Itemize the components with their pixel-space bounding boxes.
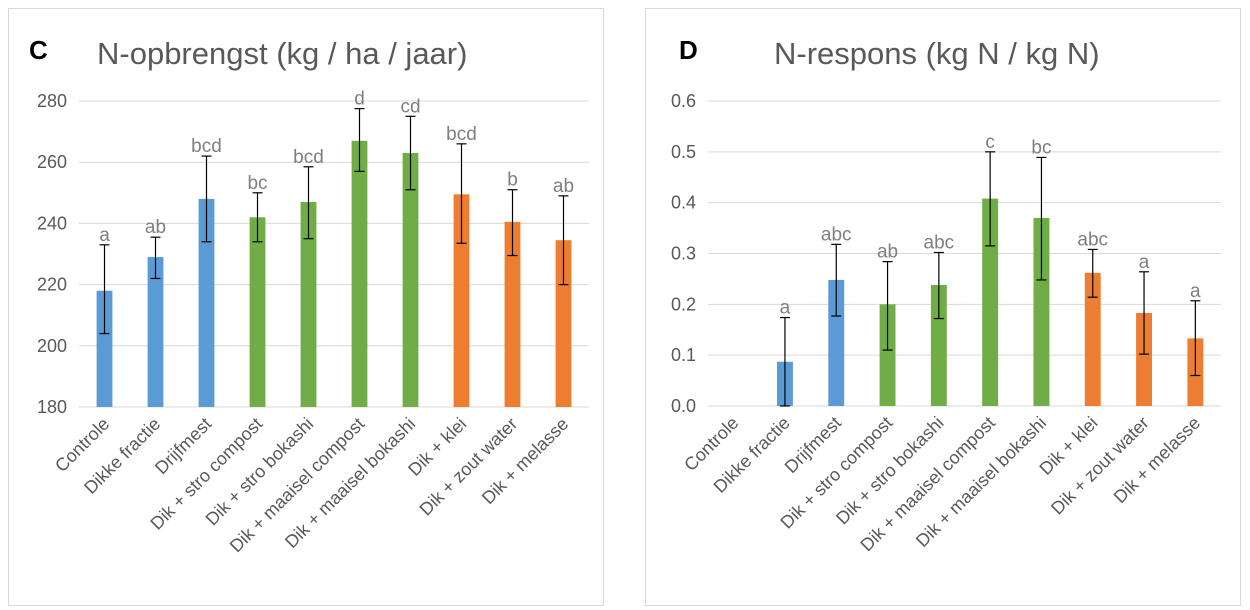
- y-tick-label: 0.2: [671, 294, 696, 314]
- bar: [1084, 272, 1101, 406]
- significance-label: ab: [877, 242, 898, 263]
- panel-label: C: [29, 35, 48, 65]
- bar: [828, 279, 845, 406]
- significance-label: c: [985, 132, 995, 153]
- y-tick-label: 180: [37, 397, 67, 417]
- y-tick-label: 0.0: [671, 396, 696, 416]
- y-tick-label: 0.3: [671, 244, 696, 264]
- y-tick-label: 260: [37, 152, 67, 172]
- bar: [879, 304, 896, 406]
- significance-label: ab: [553, 176, 574, 197]
- significance-label: a: [780, 298, 791, 319]
- y-tick-label: 200: [37, 336, 67, 356]
- significance-label: abc: [821, 224, 852, 245]
- y-tick-label: 220: [37, 275, 67, 295]
- significance-label: abc: [924, 232, 955, 253]
- y-tick-label: 0.5: [671, 142, 696, 162]
- significance-label: abc: [1077, 229, 1108, 250]
- significance-label: d: [354, 89, 365, 110]
- bar: [351, 140, 368, 407]
- significance-label: a: [1139, 252, 1150, 273]
- bar: [930, 285, 947, 406]
- significance-label: bc: [1031, 137, 1051, 158]
- bar: [1033, 217, 1050, 406]
- bar: [555, 240, 572, 407]
- significance-label: bcd: [446, 124, 477, 145]
- bar: [96, 290, 113, 407]
- significance-label: bc: [247, 173, 267, 194]
- significance-label: b: [507, 170, 518, 191]
- bar: [982, 198, 999, 406]
- bar: [300, 201, 317, 407]
- y-tick-label: 280: [37, 91, 67, 111]
- significance-label: bcd: [293, 147, 324, 168]
- chart-d-svg: D N-respons (kg N / kg N) 0.0 0.1 0.2 0.3 0.4 0…: [671, 35, 1221, 555]
- significance-label: a: [1190, 281, 1201, 302]
- significance-label: a: [99, 225, 110, 246]
- bar: [147, 257, 164, 407]
- significance-label: cd: [400, 96, 420, 117]
- y-tick-label: 240: [37, 213, 67, 233]
- y-tick-label: 0.6: [671, 91, 696, 111]
- bar: [453, 194, 470, 407]
- y-tick-label: 0.4: [671, 193, 696, 213]
- chart-title: N-opbrengst (kg / ha / jaar): [97, 36, 467, 71]
- chart-panel-c: C N-opbrengst (kg / ha / jaar) 180 200 220 24…: [8, 8, 604, 606]
- bar: [1136, 312, 1153, 406]
- y-tick-label: 0.1: [671, 345, 696, 365]
- chart-panel-d: D N-respons (kg N / kg N) 0.0 0.1 0.2 0.3 0.4 0…: [645, 8, 1241, 606]
- significance-label: ab: [145, 217, 166, 238]
- bar: [402, 153, 419, 407]
- bar: [198, 198, 215, 407]
- bar: [504, 221, 521, 407]
- panel-label: D: [679, 35, 698, 65]
- chart-c-svg: C N-opbrengst (kg / ha / jaar) 180 200 220 24…: [29, 35, 589, 556]
- bar: [249, 217, 266, 407]
- chart-title: N-respons (kg N / kg N): [774, 36, 1100, 71]
- significance-label: bcd: [191, 136, 222, 157]
